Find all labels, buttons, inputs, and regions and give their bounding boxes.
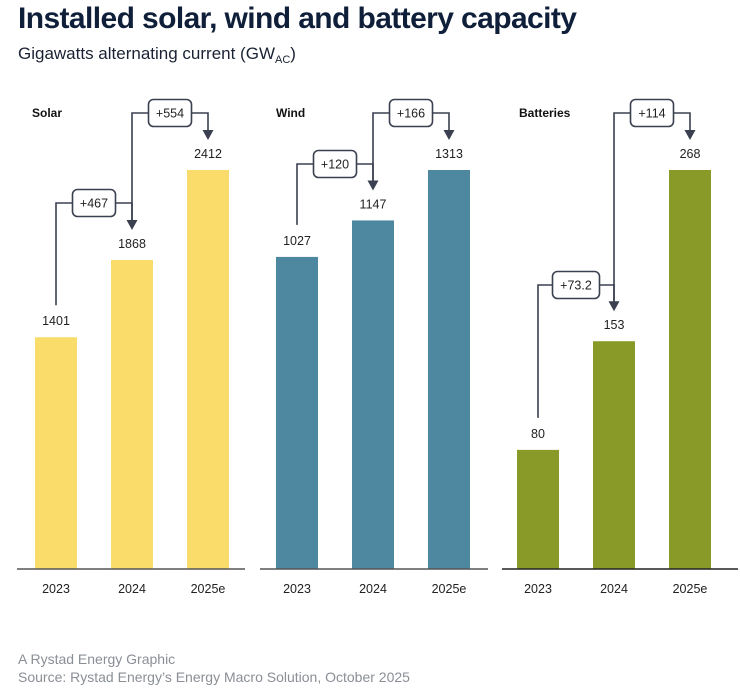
batteries-panel-title: Batteries bbox=[519, 106, 571, 120]
footer-source: Source: Rystad Energy’s Energy Macro Sol… bbox=[18, 669, 410, 685]
batteries-bar-2025e bbox=[669, 170, 711, 569]
solar-bar-2024 bbox=[111, 259, 153, 569]
wind-tick-label-2025e: 2025e bbox=[432, 582, 467, 596]
footer-credit: A Rystad Energy Graphic bbox=[18, 651, 176, 667]
batteries-delta-label-2: +114 bbox=[638, 107, 665, 121]
solar-tick-label-2023: 2023 bbox=[42, 582, 70, 596]
wind-value-label-2023: 1027 bbox=[283, 234, 311, 248]
wind-delta-box-1 bbox=[312, 149, 358, 179]
wind-bar-2025e bbox=[428, 170, 470, 569]
batteries-arrow-1 bbox=[608, 301, 620, 312]
wind-delta-label-1: +120 bbox=[321, 158, 349, 172]
chart-subtitle: Gigawatts alternating current (GWAC) bbox=[18, 44, 296, 66]
solar-delta-label-1: +467 bbox=[80, 197, 108, 211]
batteries-bar-2023 bbox=[517, 449, 559, 569]
wind-panel-title: Wind bbox=[276, 106, 305, 120]
wind-tick-label-2024: 2024 bbox=[359, 582, 387, 596]
solar-value-label-2025e: 2412 bbox=[194, 147, 222, 161]
batteries-value-label-2024: 153 bbox=[604, 318, 625, 332]
solar-value-label-2023: 1401 bbox=[42, 314, 70, 328]
batteries-delta-label-1: +73.2 bbox=[560, 279, 592, 293]
wind-value-label-2024: 1147 bbox=[360, 197, 387, 211]
solar-arrow-2 bbox=[202, 130, 214, 140]
batteries-value-label-2025e: 268 bbox=[680, 147, 701, 161]
subtitle-subscript: AC bbox=[274, 54, 291, 66]
batteries-delta-box-2 bbox=[629, 98, 675, 128]
subtitle-close: ) bbox=[290, 44, 296, 63]
batteries-tick-label-2024: 2024 bbox=[600, 582, 628, 596]
solar-bar-2023 bbox=[35, 337, 77, 569]
solar-panel-title: Solar bbox=[32, 106, 62, 120]
wind-value-label-2025e: 1313 bbox=[435, 147, 463, 161]
wind-arrow-1 bbox=[367, 180, 379, 191]
subtitle-text: Gigawatts alternating current (GW bbox=[18, 44, 275, 63]
batteries-tick-label-2023: 2023 bbox=[524, 582, 552, 596]
solar-arrow-1 bbox=[126, 219, 138, 230]
solar-bar-2025e bbox=[187, 170, 229, 569]
batteries-value-label-2023: 80 bbox=[531, 427, 545, 441]
wind-delta-box-2 bbox=[388, 98, 434, 128]
batteries-arrow-2 bbox=[684, 130, 696, 140]
wind-arrow-2 bbox=[443, 130, 455, 140]
batteries-bar-2024 bbox=[593, 341, 635, 569]
batteries-delta-box-1 bbox=[551, 270, 601, 300]
wind-delta-label-2: +166 bbox=[397, 107, 425, 121]
solar-tick-label-2025e: 2025e bbox=[191, 582, 226, 596]
solar-value-label-2024: 1868 bbox=[118, 237, 146, 251]
wind-bar-2024 bbox=[352, 220, 394, 570]
solar-delta-label-2: +554 bbox=[156, 107, 184, 121]
solar-delta-box-1 bbox=[71, 188, 117, 218]
solar-delta-box-2 bbox=[147, 98, 193, 128]
wind-bar-2023 bbox=[276, 256, 318, 569]
footer: A Rystad Energy Graphic Source: Rystad E… bbox=[18, 650, 410, 686]
batteries-tick-label-2025e: 2025e bbox=[673, 582, 708, 596]
solar-tick-label-2024: 2024 bbox=[118, 582, 146, 596]
chart-title: Installed solar, wind and battery capaci… bbox=[18, 2, 577, 35]
wind-tick-label-2023: 2023 bbox=[283, 582, 311, 596]
